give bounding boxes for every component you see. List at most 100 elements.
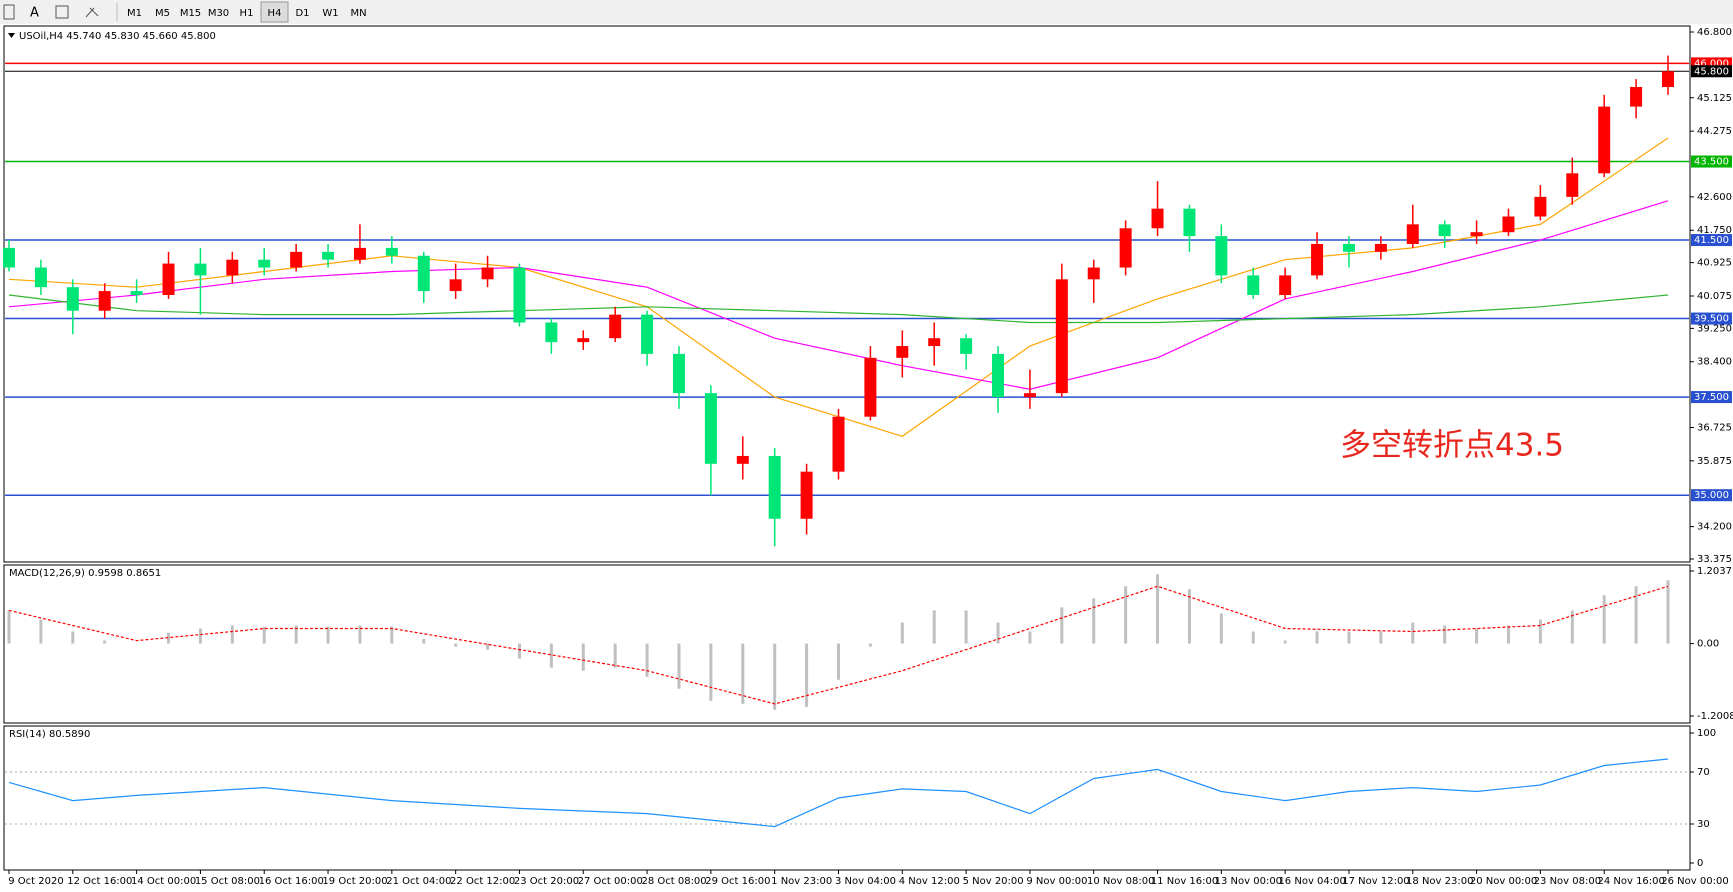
level-label-box <box>1691 234 1732 247</box>
candle-body <box>1023 393 1036 398</box>
y-tick-label: 100 <box>1697 728 1716 739</box>
candle-body <box>66 287 79 311</box>
candle-body <box>322 251 335 260</box>
candle-body <box>1247 275 1260 296</box>
x-tick-label: 5 Nov 20:00 <box>963 876 1024 887</box>
candle-body <box>34 267 47 288</box>
x-tick-label: 1 Nov 23:00 <box>771 876 832 887</box>
timeframe-button[interactable]: M30 <box>208 8 229 19</box>
annotation: 多空转折点43.5 <box>1340 428 1564 464</box>
candle-body <box>832 416 845 472</box>
level-label: 35.000 <box>1694 490 1729 501</box>
y-tick-label: 0 <box>1697 858 1703 869</box>
candle-body <box>1119 228 1132 268</box>
candle-body <box>960 338 973 354</box>
x-tick-label: 19 Oct 20:00 <box>322 876 387 887</box>
timeframe-button[interactable]: W1 <box>322 8 338 19</box>
x-tick-label: 11 Nov 16:00 <box>1151 876 1218 887</box>
candle-body <box>545 322 558 343</box>
level-label: 45.800 <box>1694 66 1729 77</box>
y-tick-label: 0.00 <box>1697 639 1719 650</box>
candle-body <box>896 346 909 358</box>
candle-body <box>800 471 813 519</box>
candle-body <box>1406 224 1419 244</box>
x-tick-label: 15 Oct 08:00 <box>195 876 260 887</box>
shapes-icon[interactable] <box>85 7 99 18</box>
level-label-box <box>1691 489 1732 502</box>
level-label: 41.500 <box>1694 235 1729 246</box>
candle-body <box>992 353 1005 398</box>
y-tick-label: 44.275 <box>1697 126 1732 137</box>
text-tool-icon[interactable]: A <box>30 6 39 21</box>
candle-body <box>353 247 366 260</box>
x-tick-label: 27 Oct 00:00 <box>578 876 643 887</box>
timeframe-bar: M1 M5 M15 M30 H1 H4 D1 W1 MN <box>127 1 367 23</box>
timeframe-button[interactable]: M1 <box>127 8 142 19</box>
candle-body <box>1534 196 1547 217</box>
candle-body <box>1470 232 1483 237</box>
label-tool-icon[interactable] <box>55 5 69 19</box>
candle-body <box>1151 208 1164 229</box>
candle-body <box>449 279 462 292</box>
y-tick-label: -1.2008 <box>1697 711 1733 722</box>
dropdown-arrow[interactable] <box>8 33 15 38</box>
level-label: 46.000 <box>1694 58 1729 69</box>
candle-body <box>194 263 207 276</box>
candle-body <box>1598 106 1611 174</box>
level-label-box <box>1691 65 1732 78</box>
y-tick-label: 41.750 <box>1697 225 1732 236</box>
x-tick-label: 23 Oct 20:00 <box>514 876 579 887</box>
y-tick-label: 42.600 <box>1697 192 1732 203</box>
y-tick-label: 36.725 <box>1697 422 1732 433</box>
rsi-header: RSI(14) 80.5890 <box>9 729 90 740</box>
x-tick-label: 16 Nov 04:00 <box>1278 876 1345 887</box>
timeframe-button[interactable]: D1 <box>295 8 309 19</box>
x-tick-label: 12 Oct 16:00 <box>67 876 132 887</box>
candle-body <box>577 338 590 343</box>
candle-body <box>290 251 303 268</box>
candle-body <box>1055 279 1068 394</box>
candle-body <box>1438 224 1451 237</box>
y-tick-label: 1.2037 <box>1697 566 1732 577</box>
timeframe-button[interactable]: M15 <box>180 8 201 19</box>
rsi-panel <box>3 725 1691 871</box>
candle-body <box>1502 216 1515 233</box>
timeframe-button[interactable]: H4 <box>268 8 282 19</box>
y-tick-label: 40.075 <box>1697 291 1732 302</box>
x-tick-label: 17 Nov 12:00 <box>1342 876 1409 887</box>
x-tick-label: 23 Nov 08:00 <box>1534 876 1601 887</box>
candle-body <box>609 314 622 339</box>
candle-body <box>98 291 111 311</box>
candle-body <box>417 255 430 292</box>
timeframe-button[interactable]: MN <box>350 8 366 19</box>
x-tick-label: 21 Oct 04:00 <box>386 876 451 887</box>
candle-body <box>768 455 781 519</box>
candle-body <box>1342 243 1355 252</box>
macd-panel <box>3 564 1691 724</box>
x-tick-label: 26 Nov 00:00 <box>1661 876 1728 887</box>
x-tick-label: 9 Oct 2020 <box>8 876 63 887</box>
x-tick-label: 18 Nov 23:00 <box>1406 876 1473 887</box>
y-tick-label: 33.375 <box>1697 554 1732 565</box>
timeframe-button[interactable]: M5 <box>155 8 170 19</box>
y-tick-label: 70 <box>1697 767 1710 778</box>
candle-body <box>736 455 749 464</box>
signal-line <box>8 585 1669 705</box>
y-tick-label: 38.400 <box>1697 357 1732 368</box>
candle-body <box>1630 86 1643 107</box>
candle-body <box>162 263 175 296</box>
candle-body <box>1087 267 1100 280</box>
candle-body <box>1566 173 1579 197</box>
timeframe-button[interactable]: H1 <box>240 8 254 19</box>
active-timeframe <box>260 1 289 23</box>
cursor-icon[interactable] <box>3 4 15 20</box>
x-tick-label: 16 Oct 16:00 <box>259 876 324 887</box>
candle-body <box>258 259 271 268</box>
level-label-box <box>1691 155 1732 168</box>
candle-body <box>226 259 239 276</box>
x-tick-label: 29 Oct 16:00 <box>705 876 770 887</box>
y-tick-label: 45.125 <box>1697 93 1732 104</box>
candle-body <box>3 247 15 268</box>
level-label-box <box>1691 391 1732 404</box>
